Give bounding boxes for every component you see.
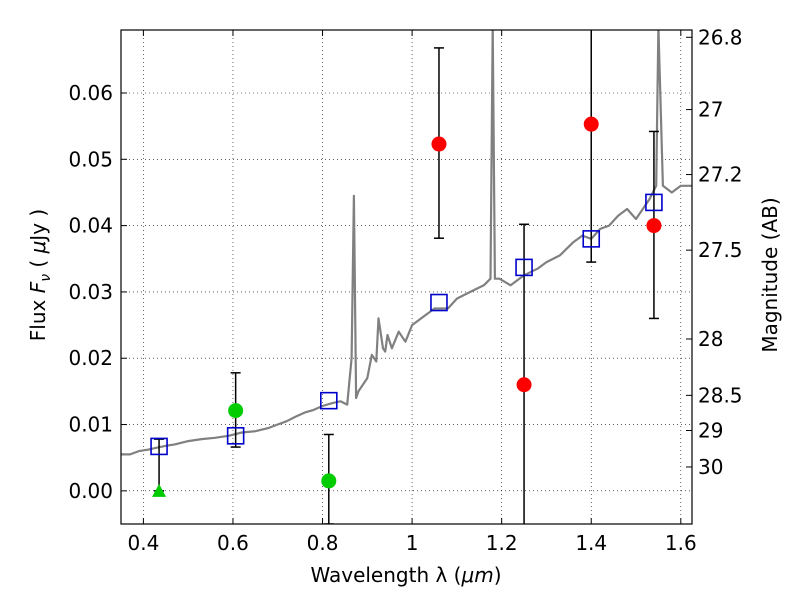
model-photometry-square xyxy=(645,193,663,212)
right-axis-label: Magnitude (AB) xyxy=(758,197,782,352)
x-tick-label: 0.6 xyxy=(217,531,249,555)
red-data-point xyxy=(583,116,599,132)
plot-frame xyxy=(120,29,693,525)
x-axis-label: Wavelength λ (μm) xyxy=(310,563,501,587)
magnitude-tick-label: 29 xyxy=(698,419,723,443)
magnitude-tick-label: 28.5 xyxy=(698,383,743,407)
model-spectrum-line xyxy=(121,30,692,456)
red-data-point xyxy=(646,218,662,234)
model-photometry-square xyxy=(430,293,448,312)
magnitude-tick-label: 26.8 xyxy=(698,25,743,49)
x-tick-label: 1.2 xyxy=(486,531,518,555)
x-tick-label: 1.4 xyxy=(575,531,607,555)
axis-ticks: 0.4 0.6 0.8 1 1.2 1.4 1.6 0.00 0.01 0.02 0.03 0.04 0… xyxy=(68,25,742,555)
plot-area xyxy=(121,30,692,524)
model-photometry-square xyxy=(226,427,245,445)
magnitude-tick-label: 27 xyxy=(698,98,723,122)
x-tick-label: 1 xyxy=(406,531,419,555)
x-tick-label: 0.8 xyxy=(307,531,339,555)
magnitude-tick-label: 28 xyxy=(698,327,723,351)
y-tick-label: 0.05 xyxy=(68,147,113,171)
x-tick-label: 1.6 xyxy=(665,531,697,555)
model-photometry-square xyxy=(319,391,338,410)
y-tick-label: 0.03 xyxy=(68,280,113,304)
y-tick-label: 0.04 xyxy=(68,214,113,238)
green-data-point xyxy=(321,473,337,489)
x-tick-label: 0.4 xyxy=(127,531,159,555)
model-photometry-square xyxy=(515,258,533,277)
magnitude-tick-label: 27.5 xyxy=(698,238,743,262)
y-tick-label: 0.01 xyxy=(68,413,113,437)
model-photometry-square xyxy=(582,230,601,248)
y-tick-label: 0.06 xyxy=(68,81,113,105)
y-axis-label: Flux Fν ( μJy ) xyxy=(26,209,54,341)
model-photometry-square xyxy=(150,437,168,456)
magnitude-tick-label: 27.2 xyxy=(698,163,743,187)
red-data-point xyxy=(516,377,532,393)
y-tick-label: 0.00 xyxy=(68,479,113,503)
green-upper-limit-triangle xyxy=(152,483,167,497)
green-data-point xyxy=(228,403,244,419)
magnitude-tick-label: 30 xyxy=(698,455,723,479)
y-tick-label: 0.02 xyxy=(68,346,113,370)
red-data-point xyxy=(431,136,447,152)
